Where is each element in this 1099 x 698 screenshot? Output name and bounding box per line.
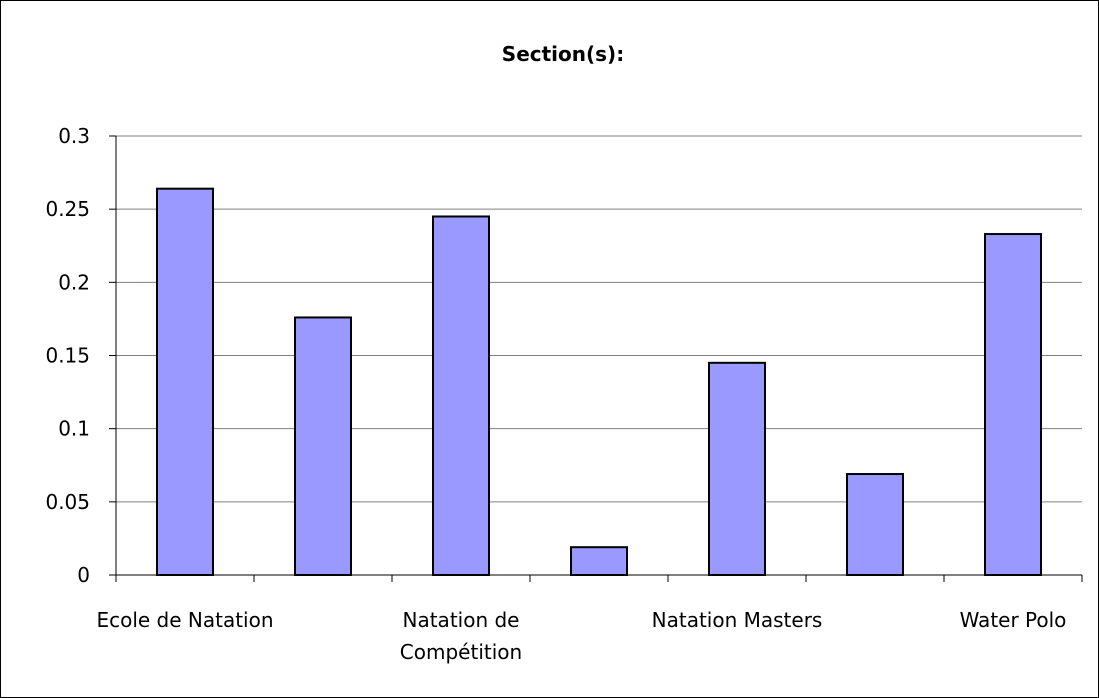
- y-tick-label: 0.25: [45, 197, 90, 221]
- axes: [109, 135, 1083, 582]
- chart-title: Section(s):: [502, 42, 624, 66]
- y-tick-label: 0.3: [58, 124, 90, 148]
- x-tick-label: Ecole de Natation: [96, 608, 273, 632]
- bar: [432, 215, 490, 576]
- bar: [294, 316, 352, 576]
- bar: [708, 361, 766, 577]
- y-tick-label: 0: [77, 563, 90, 587]
- bar: [156, 187, 214, 576]
- bars: [156, 187, 1042, 577]
- y-tick-labels: 0 0.05 0.1 0.15 0.2 0.25 0.3: [45, 124, 90, 587]
- gridlines: [116, 135, 1082, 503]
- x-tick-label: Natation de Compétition: [400, 608, 522, 664]
- x-tick-label: Natation Masters: [652, 608, 823, 632]
- y-tick-label: 0.05: [45, 490, 90, 514]
- bar: [984, 233, 1042, 576]
- x-tick-label: Water Polo: [960, 608, 1067, 632]
- y-tick-label: 0.1: [58, 417, 90, 441]
- y-tick-label: 0.15: [45, 344, 90, 368]
- bar: [846, 473, 904, 576]
- bar: [570, 546, 628, 576]
- x-tick-labels: Ecole de Natation Natation de Compétition N…: [96, 608, 1066, 664]
- y-tick-label: 0.2: [58, 270, 90, 294]
